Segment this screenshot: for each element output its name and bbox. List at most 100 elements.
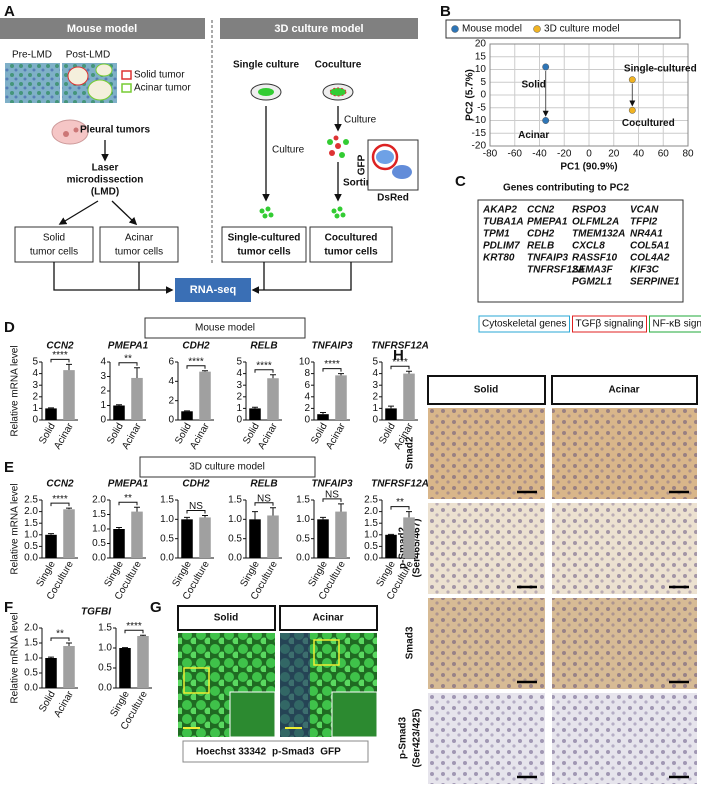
- y-tick-label: 0.5: [24, 541, 38, 552]
- y-tick-label: 4: [304, 391, 310, 402]
- bar: [335, 511, 347, 558]
- y-tick-label: 2.5: [364, 495, 378, 506]
- error-bar: [116, 404, 122, 406]
- label: Pre-LMD: [12, 50, 52, 61]
- inset-box: [183, 667, 210, 694]
- cells: [259, 206, 346, 219]
- sig-bracket: [118, 362, 138, 366]
- bar: [63, 646, 75, 688]
- y-tick-label: 0.5: [228, 533, 242, 544]
- y-tick-label: 4: [100, 357, 106, 368]
- y-tick-label: 1.0: [92, 524, 106, 535]
- flow-plot: [392, 165, 412, 179]
- y-tick-label: 3: [100, 371, 106, 382]
- legend-marker: [533, 25, 541, 33]
- legend-box: [445, 19, 681, 39]
- bar: [267, 515, 279, 558]
- label: Single-cultured: [228, 233, 301, 244]
- point: [542, 117, 550, 124]
- error-bar: [116, 527, 122, 529]
- y-tick-label: 5: [236, 357, 242, 368]
- dish: [329, 87, 347, 97]
- header: 3D culture model: [274, 23, 363, 35]
- y-tick-label: 1.0: [228, 514, 242, 525]
- bar: [131, 511, 143, 558]
- significance: ****: [188, 356, 204, 367]
- flow-plot: [376, 150, 394, 164]
- y-tick-label: 0: [372, 415, 378, 426]
- significance: ****: [256, 360, 272, 371]
- legend-swatch: [121, 83, 132, 93]
- y-tick-label: 0.5: [98, 663, 112, 674]
- legend-marker: [451, 25, 459, 33]
- legend-swatch: [121, 70, 132, 80]
- label: microdissection: [67, 175, 144, 186]
- label: tumor cells: [237, 247, 291, 258]
- y-axis-label: Relative mRNA level: [10, 345, 21, 436]
- header-box: [279, 605, 378, 631]
- panel-label: E: [4, 459, 14, 476]
- y-tick-label: 0.5: [24, 668, 38, 679]
- gene: TFPI2: [630, 217, 658, 228]
- panel-label: H: [393, 347, 404, 364]
- point: [628, 76, 636, 84]
- error-bar: [134, 367, 140, 378]
- legend-text: GFP: [320, 747, 341, 758]
- row-label: (Ser465/467): [412, 519, 423, 578]
- legend-text: NF-κB signaling: [653, 319, 701, 330]
- bar: [45, 658, 57, 688]
- box: [221, 226, 307, 263]
- bar: [113, 405, 125, 420]
- significance: ****: [324, 359, 340, 370]
- y-tick-label: 1.5: [296, 495, 310, 506]
- gene: TUBA1A: [483, 217, 524, 228]
- header: Acinar: [608, 385, 639, 396]
- error-bar: [270, 374, 276, 379]
- x-axis-label: PC1 (90.9%): [560, 162, 617, 173]
- y-tick-label: 2: [168, 395, 174, 406]
- region: [95, 63, 113, 77]
- header: Solid: [214, 613, 238, 624]
- x-tick-label: -40: [532, 149, 547, 160]
- header-box: [177, 605, 276, 631]
- gene: TNFAIP3: [527, 253, 569, 264]
- error-bar: [252, 511, 258, 520]
- micrograph: [428, 693, 545, 784]
- rna-seq-box: [175, 278, 251, 302]
- label: Pleural tumors: [80, 125, 150, 136]
- y-tick-label: 0.0: [24, 683, 38, 694]
- bar: [45, 534, 57, 558]
- gene: SERPINE1: [630, 277, 680, 288]
- x-tick-label: 0: [586, 149, 592, 160]
- gene: TNFRSF12A: [527, 265, 585, 276]
- y-tick-label: 1: [372, 403, 378, 414]
- error-bar: [184, 516, 190, 520]
- legend-text: Acinar tumor: [134, 83, 191, 94]
- gene: KIF3C: [630, 265, 660, 276]
- region: [67, 66, 89, 86]
- y-tick-label: 0.5: [296, 533, 310, 544]
- sig-bracket: [390, 506, 410, 510]
- header: Acinar: [312, 613, 343, 624]
- chart-title: TNFAIP3: [311, 479, 353, 490]
- label: tumor cells: [324, 247, 378, 258]
- gene: TMEM132A: [572, 229, 625, 240]
- error-bar: [406, 511, 412, 518]
- y-tick-label: 0.5: [92, 538, 106, 549]
- legend-text: Solid tumor: [134, 70, 185, 81]
- x-tick-label: 40: [633, 149, 645, 160]
- bar: [385, 408, 397, 420]
- y-tick-label: 5: [372, 357, 378, 368]
- y-tick-label: 1.0: [98, 643, 112, 654]
- y-tick-label: 0: [304, 415, 310, 426]
- label: Laser: [92, 163, 119, 174]
- x-tick-label: -20: [557, 149, 572, 160]
- mouse-icon: [51, 119, 89, 145]
- significance: **: [124, 493, 132, 504]
- chart-title: CCN2: [46, 341, 74, 352]
- header: Mouse model: [195, 323, 255, 334]
- y-tick-label: 1: [100, 400, 106, 411]
- micrograph: [552, 693, 697, 784]
- axis-label: DsRed: [377, 193, 409, 204]
- header-box: [427, 375, 546, 405]
